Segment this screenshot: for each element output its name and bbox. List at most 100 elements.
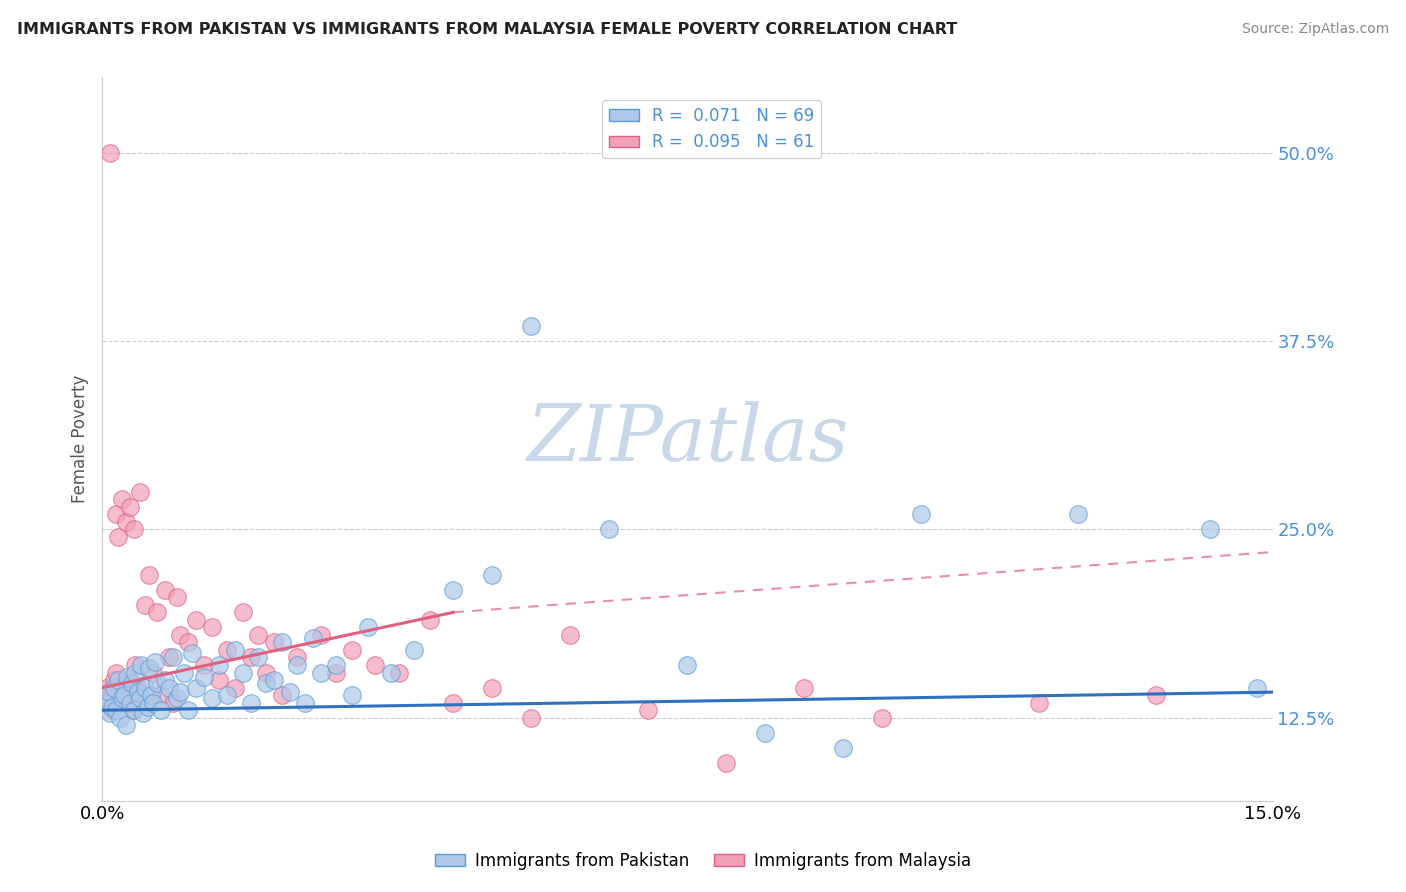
Point: [103, 681, 125, 695]
Point: [254, 676, 277, 690]
Point: [98, 145, 121, 160]
Point: [270, 635, 292, 649]
Point: [1246, 681, 1268, 695]
Point: [124, 658, 146, 673]
Point: [208, 673, 231, 687]
Point: [118, 500, 141, 514]
Point: [134, 598, 156, 612]
Point: [173, 665, 195, 680]
Point: [138, 567, 160, 582]
Point: [302, 631, 325, 645]
Point: [149, 703, 172, 717]
Point: [388, 665, 411, 680]
Point: [239, 696, 262, 710]
Point: [146, 676, 169, 690]
Point: [754, 726, 776, 740]
Point: [224, 681, 246, 695]
Point: [101, 688, 124, 702]
Point: [910, 508, 932, 522]
Point: [832, 740, 855, 755]
Point: [127, 685, 149, 699]
Point: [101, 703, 124, 717]
Point: [124, 665, 146, 680]
Point: [1028, 696, 1050, 710]
Point: [278, 685, 301, 699]
Text: ZIPatlas: ZIPatlas: [526, 401, 849, 477]
Point: [157, 681, 180, 695]
Point: [793, 681, 815, 695]
Point: [1066, 508, 1088, 522]
Point: [128, 484, 150, 499]
Point: [97, 691, 120, 706]
Point: [201, 691, 224, 706]
Point: [404, 643, 426, 657]
Point: [153, 673, 176, 687]
Point: [111, 492, 134, 507]
Point: [146, 605, 169, 619]
Point: [132, 706, 155, 721]
Point: [270, 688, 292, 702]
Point: [103, 673, 125, 687]
Point: [598, 523, 620, 537]
Point: [122, 523, 145, 537]
Point: [232, 665, 254, 680]
Point: [716, 756, 738, 770]
Point: [107, 673, 129, 687]
Point: [117, 676, 139, 690]
Point: [184, 613, 207, 627]
Point: [166, 691, 188, 706]
Point: [356, 620, 378, 634]
Point: [127, 681, 149, 695]
Point: [105, 665, 128, 680]
Point: [118, 696, 141, 710]
Point: [136, 700, 159, 714]
Legend: R =  0.071   N = 69, R =  0.095   N = 61: R = 0.071 N = 69, R = 0.095 N = 61: [602, 100, 821, 158]
Point: [481, 567, 503, 582]
Point: [560, 628, 582, 642]
Point: [117, 670, 139, 684]
Point: [97, 685, 120, 699]
Point: [325, 665, 347, 680]
Point: [309, 665, 332, 680]
Point: [676, 658, 699, 673]
Text: IMMIGRANTS FROM PAKISTAN VS IMMIGRANTS FROM MALAYSIA FEMALE POVERTY CORRELATION : IMMIGRANTS FROM PAKISTAN VS IMMIGRANTS F…: [17, 22, 957, 37]
Point: [520, 711, 543, 725]
Point: [520, 319, 543, 334]
Point: [364, 658, 387, 673]
Point: [287, 650, 309, 665]
Point: [162, 696, 184, 710]
Point: [157, 650, 180, 665]
Point: [96, 696, 118, 710]
Point: [247, 628, 270, 642]
Point: [637, 703, 659, 717]
Point: [149, 688, 172, 702]
Point: [169, 685, 191, 699]
Point: [139, 688, 162, 702]
Point: [872, 711, 894, 725]
Point: [217, 643, 239, 657]
Point: [263, 673, 285, 687]
Point: [232, 605, 254, 619]
Point: [134, 681, 156, 695]
Point: [121, 703, 143, 717]
Point: [108, 696, 131, 710]
Point: [111, 691, 134, 706]
Point: [121, 676, 143, 690]
Point: [177, 635, 200, 649]
Point: [263, 635, 285, 649]
Point: [380, 665, 402, 680]
Point: [208, 658, 231, 673]
Point: [181, 646, 204, 660]
Point: [98, 706, 121, 721]
Point: [112, 685, 135, 699]
Point: [294, 696, 316, 710]
Point: [107, 530, 129, 544]
Point: [419, 613, 441, 627]
Point: [309, 628, 332, 642]
Point: [239, 650, 262, 665]
Point: [224, 643, 246, 657]
Point: [287, 658, 309, 673]
Point: [114, 718, 136, 732]
Point: [193, 658, 215, 673]
Point: [169, 628, 191, 642]
